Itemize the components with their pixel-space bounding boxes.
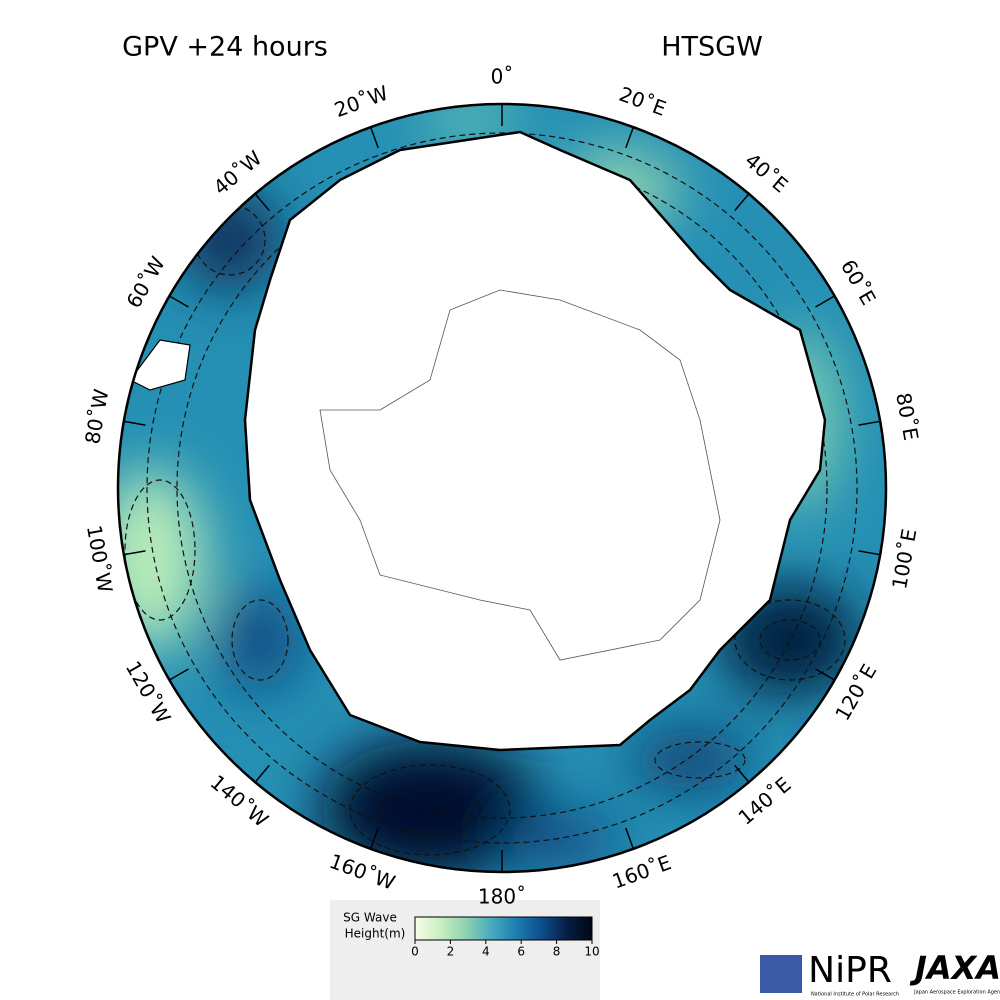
meridian-tick (254, 193, 270, 212)
longitude-label: 80˚W (80, 387, 113, 446)
colorbar-tick-label: 10 (584, 945, 599, 959)
colorbar-tick-label: 2 (447, 945, 455, 959)
meridian-tick (123, 420, 146, 426)
colorbar (414, 916, 593, 941)
meridian-tick (815, 295, 835, 308)
meridian-tick (734, 764, 750, 783)
longitude-label: 20˚W (331, 81, 391, 123)
longitude-label: 180˚ (478, 885, 526, 909)
longitude-label: 40˚E (740, 148, 792, 197)
meridian-tick (169, 668, 189, 681)
coastline (319, 289, 721, 661)
ocean (118, 104, 886, 872)
meridian-tick (734, 193, 750, 212)
meridian-tick (858, 550, 881, 556)
meridian-tick (123, 550, 146, 556)
title-right: HTSGW (661, 32, 763, 63)
meridian-tick (625, 827, 635, 850)
jaxa-logo: JAXA (909, 949, 1000, 987)
colorbar-tick-label: 6 (517, 945, 525, 959)
colorbar-label: SG Wave (343, 911, 397, 925)
colorbar-tick-label: 8 (553, 945, 561, 959)
colorbar-tick-label: 0 (411, 945, 419, 959)
south-america (129, 339, 191, 391)
longitude-label: 60˚W (121, 252, 170, 312)
meridian-tick (369, 126, 379, 149)
nipr-icon (760, 955, 802, 993)
meridian-tick (625, 126, 635, 149)
longitude-label: 160˚E (609, 850, 674, 893)
meridian-tick (369, 827, 379, 850)
longitude-label: 100˚W (82, 523, 117, 594)
title-left: GPV +24 hours (122, 32, 328, 63)
colorbar-label: Height(m) (345, 927, 406, 941)
antarctica (243, 130, 827, 752)
meridian-tick (815, 668, 835, 681)
longitude-label: 20˚E (616, 82, 669, 121)
colorbar-tick-label: 4 (482, 945, 490, 959)
jaxa-sub: Japan Aerospace Exploration Agency (913, 990, 1000, 996)
nipr-sub: National Institute of Polar Research (811, 992, 899, 998)
meridian-tick (858, 420, 881, 426)
longitude-label: 100˚E (887, 527, 921, 591)
nipr-logo: NiPR (808, 950, 892, 991)
longitude-label: 0˚ (491, 65, 514, 89)
meridian-tick (254, 764, 270, 783)
longitude-label: 80˚E (891, 391, 923, 443)
longitude-label: 60˚E (836, 255, 881, 309)
meridian-tick (169, 295, 189, 308)
